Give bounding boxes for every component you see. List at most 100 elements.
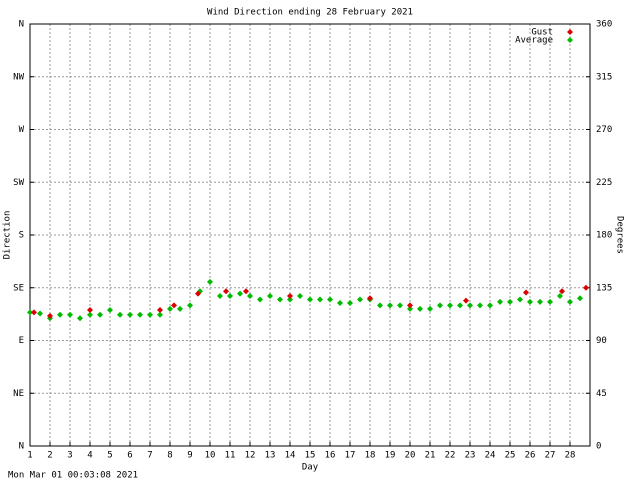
x-tick-label: 2: [47, 451, 52, 461]
point: [367, 295, 373, 302]
point: [223, 288, 229, 295]
point: [47, 312, 53, 319]
point: [177, 305, 183, 312]
y-tick-label: W: [19, 125, 25, 135]
x-axis-label: Day: [302, 463, 319, 473]
point: [227, 292, 233, 299]
x-tick-label: 5: [107, 451, 112, 461]
point: [31, 309, 37, 316]
y2-tick-label: 135: [596, 283, 612, 293]
point: [417, 305, 423, 312]
point: [67, 311, 73, 318]
x-tick-label: 25: [505, 451, 516, 461]
footer: Mon Mar 01 00:03:08 2021: [8, 471, 138, 480]
point: [287, 292, 293, 299]
point: [127, 311, 133, 318]
x-tick-label: 13: [265, 451, 276, 461]
y-tick-label: NE: [13, 389, 24, 399]
x-tick-label: 28: [565, 451, 576, 461]
x-tick-label: 22: [445, 451, 456, 461]
point: [497, 298, 503, 305]
x-tick-label: 17: [345, 451, 356, 461]
y2-tick-label: 0: [596, 442, 601, 452]
point: [427, 305, 433, 312]
point: [167, 305, 173, 312]
x-tick-label: 3: [67, 451, 72, 461]
point: [27, 309, 33, 316]
point: [559, 288, 565, 295]
point: [57, 311, 63, 318]
point: [583, 284, 589, 291]
x-tick-label: 12: [245, 451, 256, 461]
x-tick-label: 8: [167, 451, 172, 461]
point: [557, 292, 563, 299]
x-tick-label: 14: [285, 451, 296, 461]
x-tick-label: 19: [385, 451, 396, 461]
x-tick-label: 1: [27, 451, 32, 461]
point: [195, 290, 201, 297]
y-tick-label: N: [19, 20, 24, 30]
point: [577, 295, 583, 302]
y-tick-label: SW: [13, 178, 24, 188]
y2-tick-label: 90: [596, 336, 607, 346]
point: [487, 302, 493, 309]
point: [317, 296, 323, 303]
plot-frame: [29, 23, 591, 447]
legend-marker: [567, 37, 573, 43]
point: [477, 302, 483, 309]
point: [137, 311, 143, 318]
point: [277, 296, 283, 303]
point: [97, 311, 103, 318]
point: [171, 302, 177, 309]
point: [357, 296, 363, 303]
point: [457, 302, 463, 309]
x-tick-label: 23: [465, 451, 476, 461]
y-tick-label: E: [19, 336, 24, 346]
point: [157, 311, 163, 318]
point: [107, 307, 113, 314]
point: [287, 296, 293, 303]
y2-tick-label: 315: [596, 72, 612, 82]
y-axis-label: Direction: [3, 211, 13, 260]
point: [243, 288, 249, 295]
point: [327, 296, 333, 303]
point: [387, 302, 393, 309]
x-tick-label: 11: [225, 451, 236, 461]
x-tick-label: 24: [485, 451, 496, 461]
point: [117, 311, 123, 318]
y-tick-label: N: [19, 442, 24, 452]
x-tick-label: 4: [87, 451, 92, 461]
point: [407, 302, 413, 309]
x-tick-label: 9: [187, 451, 192, 461]
point: [523, 289, 529, 296]
point: [87, 307, 93, 314]
point: [187, 302, 193, 309]
point: [337, 299, 343, 306]
y-tick-label: NW: [13, 72, 24, 82]
x-tick-label: 27: [545, 451, 556, 461]
x-tick-label: 20: [405, 451, 416, 461]
x-tick-label: 21: [425, 451, 436, 461]
point: [267, 292, 273, 299]
point: [257, 296, 263, 303]
point: [307, 296, 313, 303]
y-tick-label: S: [19, 231, 24, 241]
x-tick-label: 18: [365, 451, 376, 461]
y2-tick-label: 45: [596, 389, 607, 399]
x-tick-label: 26: [525, 451, 536, 461]
point: [463, 297, 469, 304]
legend-label: Average: [515, 36, 553, 46]
y2-tick-label: 225: [596, 178, 612, 188]
point: [447, 302, 453, 309]
point: [517, 296, 523, 303]
point: [397, 302, 403, 309]
point: [217, 292, 223, 299]
point: [507, 298, 513, 305]
chart-title: Wind Direction ending 28 February 2021: [207, 8, 413, 18]
x-tick-label: 10: [205, 451, 216, 461]
point: [247, 292, 253, 299]
point: [87, 311, 93, 318]
y2-tick-label: 180: [596, 231, 612, 241]
